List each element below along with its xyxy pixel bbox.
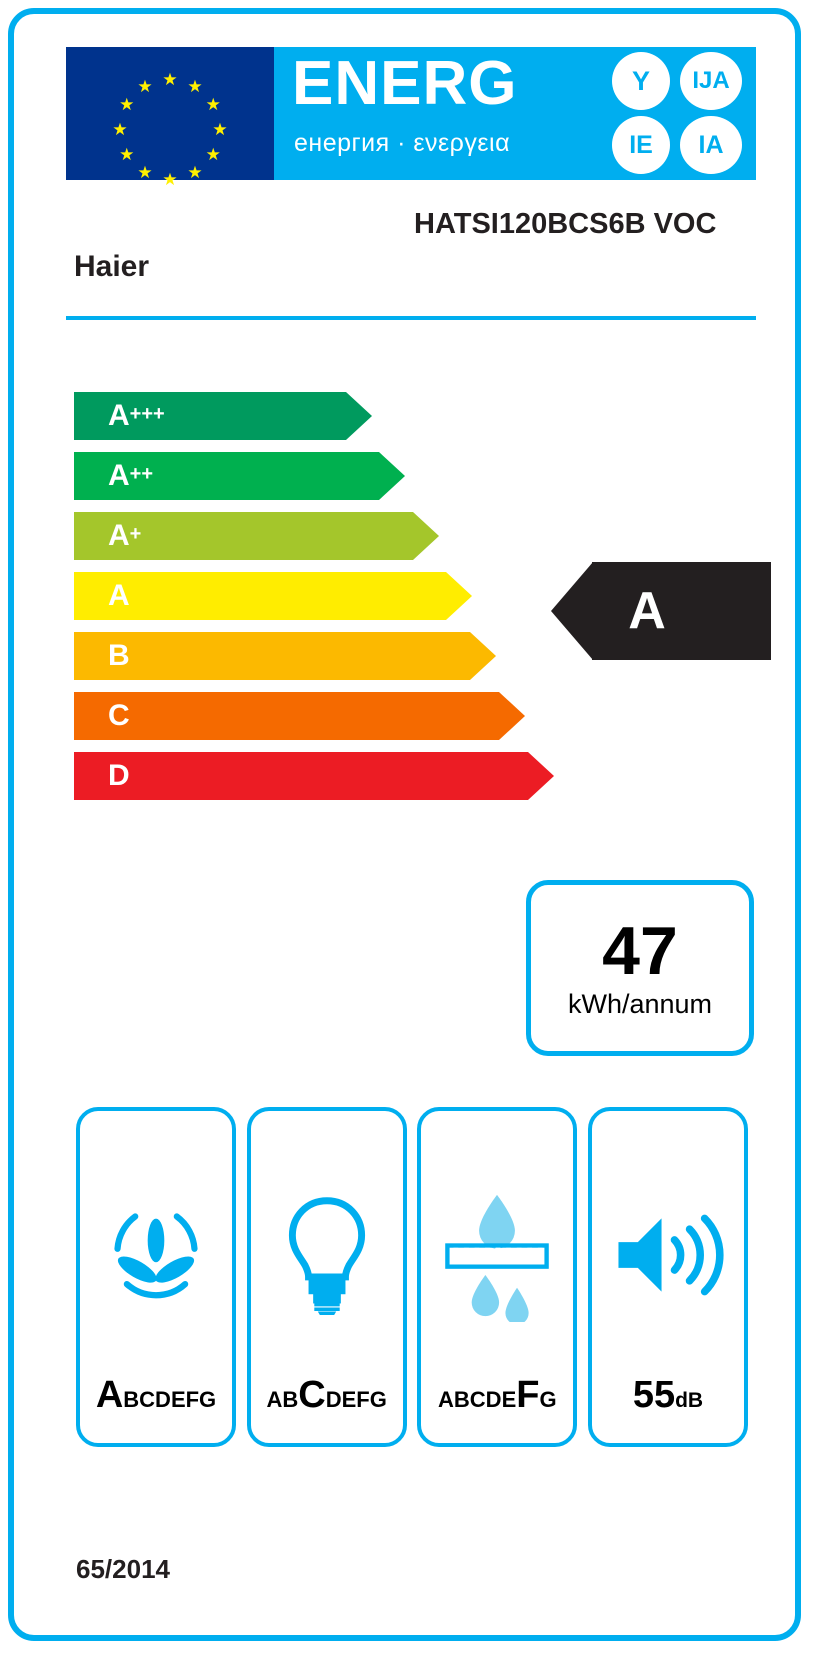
sound-icon <box>592 1145 744 1365</box>
scale-before: ABCDE <box>438 1387 517 1412</box>
pictogram-box-fluid-dynamic: ABCDEFG <box>76 1107 236 1447</box>
class-rung-label: C <box>108 692 130 740</box>
class-rung-tip <box>379 452 405 500</box>
language-circle-y: Y <box>612 52 670 110</box>
class-rung-tip <box>413 512 439 560</box>
class-plus: +++ <box>129 403 165 425</box>
class-rung-label: D <box>108 752 130 800</box>
class-letter: A <box>108 579 130 612</box>
class-rung-tip <box>446 572 472 620</box>
rating-letter: A <box>628 582 666 640</box>
fluid-dynamic-scale: ABCDEFG <box>80 1374 232 1417</box>
scale-after: G <box>539 1387 557 1412</box>
pictogram-row: ABCDEFG ABCDEFG <box>76 1107 748 1447</box>
class-rung-body <box>74 512 413 560</box>
class-rung-tip <box>470 632 496 680</box>
grease-filter-scale: ABCDEFG <box>421 1374 573 1417</box>
class-rung-tip <box>499 692 525 740</box>
energ-banner: ENERG енергия · ενεργεια Y IJA IE IA <box>274 47 756 180</box>
energy-consumption-box: 47 kWh/annum <box>526 880 754 1056</box>
efficiency-class-ladder: A +++ A ++ A + A B C D <box>74 392 554 827</box>
energ-wordmark: ENERG <box>292 49 518 118</box>
label-header: ★ ★ ★ ★ ★ ★ ★ ★ ★ ★ ★ ★ ENERG енергия · … <box>66 47 756 188</box>
energy-label-card: ★ ★ ★ ★ ★ ★ ★ ★ ★ ★ ★ ★ ENERG енергия · … <box>8 8 801 1641</box>
class-rung-body <box>74 572 446 620</box>
scale-after: BCDEFG <box>123 1387 217 1412</box>
language-circle-ie: IE <box>612 116 670 174</box>
scale-after: DEFG <box>325 1387 387 1412</box>
class-rung: C <box>74 692 554 740</box>
pictogram-box-grease-filter: ABCDEFG <box>417 1107 578 1447</box>
grease-filter-icon <box>421 1145 573 1365</box>
divider-rule <box>66 316 756 320</box>
class-rung-body <box>74 692 499 740</box>
class-rung-label: A +++ <box>108 392 165 440</box>
lightbulb-icon <box>251 1145 403 1365</box>
energy-value: 47 <box>602 913 678 989</box>
class-rung-label: A <box>108 572 130 620</box>
class-rung: A + <box>74 512 554 560</box>
class-letter: C <box>108 699 130 732</box>
class-rung-label: A + <box>108 512 141 560</box>
rating-badge: A <box>551 562 771 660</box>
scale-rating: F <box>516 1374 540 1416</box>
noise-value-row: 55dB <box>592 1374 744 1417</box>
class-letter: A <box>108 459 130 492</box>
energ-subtitle: енергия · ενεργεια <box>294 129 511 157</box>
class-rung-body <box>74 452 379 500</box>
language-circle-ia: IA <box>680 116 742 174</box>
noise-unit: dB <box>675 1389 704 1412</box>
badge-body <box>592 562 771 660</box>
pictogram-box-lighting: ABCDEFG <box>246 1107 407 1447</box>
class-rung: A <box>74 572 554 620</box>
badge-arrow-tip <box>551 562 593 660</box>
class-plus: + <box>129 523 142 545</box>
class-rung-tip <box>346 392 372 440</box>
pictogram-box-noise: 55dB <box>587 1107 748 1447</box>
scale-rating: A <box>95 1374 124 1416</box>
identification-block: Haier HATSI120BCS6B VOC <box>66 192 756 322</box>
noise-value: 55 <box>632 1374 676 1416</box>
language-circles: Y IJA IE IA <box>610 52 750 176</box>
class-rung: A +++ <box>74 392 554 440</box>
class-rung: B <box>74 632 554 680</box>
brand-name: Haier <box>74 250 150 283</box>
class-rung: D <box>74 752 554 800</box>
class-rung-tip <box>528 752 554 800</box>
class-letter: D <box>108 759 130 792</box>
class-plus: ++ <box>129 463 154 485</box>
eu-flag-icon: ★ ★ ★ ★ ★ ★ ★ ★ ★ ★ ★ ★ <box>66 47 274 188</box>
model-name: HATSI120BCS6B VOC <box>414 208 717 240</box>
class-letter: A <box>108 399 130 432</box>
regulation-reference: 65/2014 <box>76 1554 170 1584</box>
class-rung-body <box>74 632 470 680</box>
class-rung-body <box>74 392 346 440</box>
lighting-scale: ABCDEFG <box>251 1374 403 1417</box>
class-rung-body <box>74 752 528 800</box>
energy-unit: kWh/annum <box>567 989 713 1019</box>
scale-rating: C <box>298 1374 326 1416</box>
fan-icon <box>80 1145 232 1365</box>
class-rung-label: B <box>108 632 130 680</box>
scale-before: AB <box>266 1387 299 1412</box>
class-letter: A <box>108 519 130 552</box>
class-rung-label: A ++ <box>108 452 153 500</box>
language-circle-ija: IJA <box>680 52 742 110</box>
class-rung: A ++ <box>74 452 554 500</box>
class-letter: B <box>108 639 130 672</box>
